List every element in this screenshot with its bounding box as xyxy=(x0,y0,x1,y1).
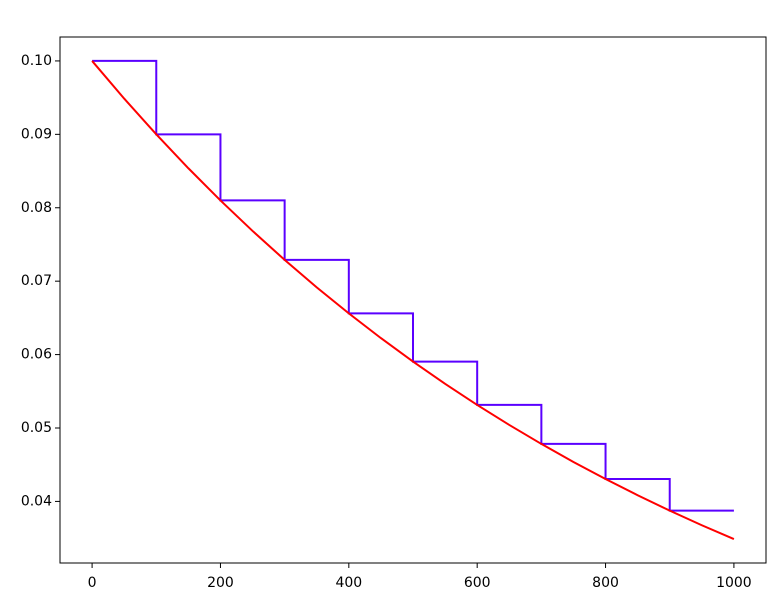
x-tick-label: 0 xyxy=(88,575,97,591)
y-tick-label: 0.07 xyxy=(21,273,52,289)
y-tick-label: 0.06 xyxy=(21,347,52,363)
y-tick-label: 0.05 xyxy=(21,420,52,436)
x-tick-label: 800 xyxy=(592,575,619,591)
data-line xyxy=(91,60,735,541)
y-tick-label: 0.10 xyxy=(21,53,52,69)
y-tick-label: 0.09 xyxy=(21,126,52,142)
plot-frame xyxy=(59,36,767,564)
x-tick-label: 600 xyxy=(464,575,491,591)
y-tick-label: 0.04 xyxy=(21,493,52,509)
x-tick-label: 1000 xyxy=(716,575,752,591)
data-line xyxy=(92,59,734,512)
y-tick-label: 0.08 xyxy=(21,200,52,216)
x-tick-label: 200 xyxy=(207,575,234,591)
x-tick-label: 400 xyxy=(335,575,362,591)
